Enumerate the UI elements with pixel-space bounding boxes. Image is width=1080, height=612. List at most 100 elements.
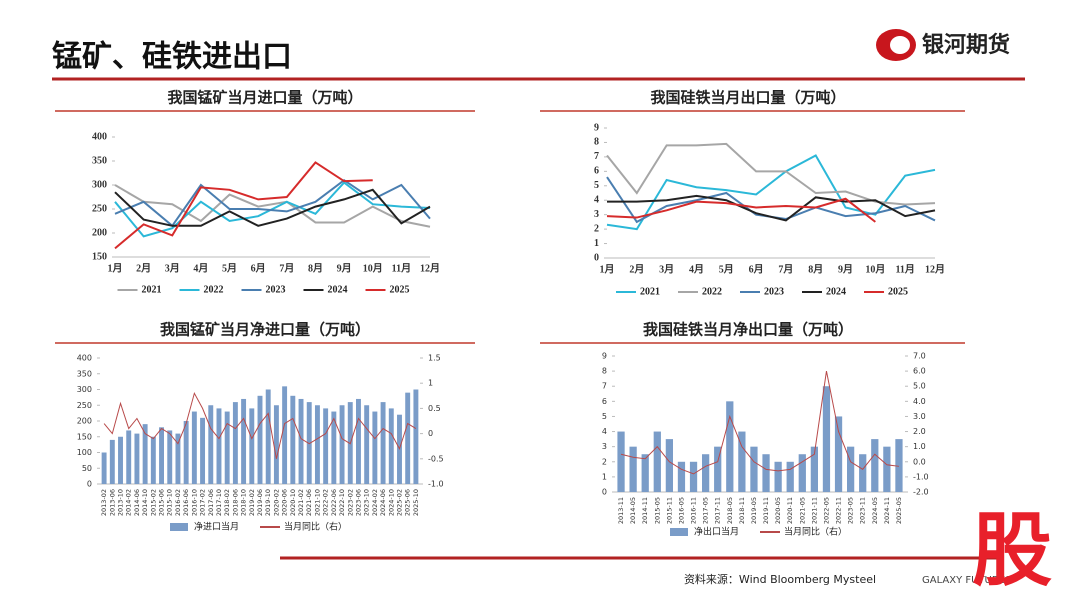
x-tick-label: 2014-11 — [641, 497, 649, 524]
bar — [134, 433, 140, 484]
x-tick-label: 2019-02 — [248, 489, 256, 516]
y2-tick-label: 2.0 — [913, 427, 926, 436]
bar — [883, 446, 891, 492]
y-tick-label: 1 — [602, 472, 607, 481]
bar — [109, 439, 115, 484]
x-tick-label: 2024-02 — [371, 489, 379, 516]
x-tick-label: 12月 — [420, 262, 440, 274]
bar — [314, 405, 320, 484]
x-tick-label: 2023-06 — [354, 489, 362, 516]
legend-label: 2025 — [888, 286, 908, 297]
x-tick-label: 2020-10 — [289, 489, 297, 516]
bar — [774, 461, 782, 492]
y-tick-label: 350 — [77, 369, 92, 378]
y-tick-label: 7 — [602, 382, 607, 391]
line — [114, 188, 431, 227]
bar — [388, 408, 394, 484]
bar — [331, 411, 337, 484]
bar — [822, 386, 831, 492]
x-tick-label: 5月 — [719, 263, 734, 275]
x-tick-label: 10月 — [865, 263, 885, 275]
y-tick-label: 6 — [602, 397, 607, 406]
x-tick-label: 11月 — [895, 263, 914, 275]
y2-tick-label: 1 — [428, 379, 433, 388]
bar — [750, 446, 758, 492]
x-tick-label: 2025-06 — [404, 489, 412, 516]
x-tick-label: 2018-06 — [231, 489, 239, 516]
legend-label: 2021 — [640, 286, 660, 297]
x-tick-label: 2021-10 — [313, 489, 321, 516]
bar — [738, 431, 746, 492]
y-tick-label: 400 — [77, 354, 92, 363]
x-tick-label: 6月 — [749, 263, 764, 275]
bar — [273, 405, 279, 484]
legend-swatch — [670, 528, 688, 536]
y-tick-label: 9 — [602, 352, 607, 361]
bar — [653, 431, 661, 492]
x-tick-label: 2014-05 — [629, 497, 637, 524]
x-tick-label: 2023-10 — [363, 489, 371, 516]
y-tick-label: 2 — [594, 223, 599, 234]
line — [607, 194, 936, 222]
bar — [871, 439, 879, 492]
x-tick-label: 2021-02 — [297, 489, 305, 516]
bar — [714, 446, 722, 492]
x-tick-label: 2017-11 — [714, 497, 722, 524]
line — [103, 391, 417, 459]
y-tick-label: 300 — [92, 179, 107, 190]
x-tick-label: 2024-05 — [871, 497, 879, 524]
x-tick-label: 2023-11 — [859, 497, 867, 524]
bar — [641, 454, 649, 492]
bar — [677, 461, 686, 492]
y2-tick-label: 7.0 — [913, 352, 926, 361]
bar — [364, 405, 370, 484]
y2-tick-label: 4.0 — [913, 397, 926, 406]
bar — [413, 389, 419, 484]
x-tick-label: 2018-10 — [240, 489, 248, 516]
chart-title: 我国锰矿当月进口量（万吨） — [167, 89, 362, 107]
x-tick-label: 2025-02 — [395, 489, 403, 516]
x-tick-label: 4月 — [689, 263, 704, 275]
line — [620, 371, 900, 475]
x-tick-label: 4月 — [193, 262, 208, 274]
y-tick-label: 0 — [602, 488, 607, 497]
bar — [216, 408, 222, 484]
y-tick-label: 8 — [602, 367, 607, 376]
x-tick-label: 2017-05 — [702, 497, 710, 524]
line — [606, 197, 876, 223]
x-tick-label: 3月 — [165, 262, 180, 274]
bar — [702, 454, 710, 492]
legend-label: 2023 — [266, 284, 286, 295]
bar — [118, 436, 123, 484]
bar — [224, 411, 230, 484]
legend-label: 2022 — [702, 286, 722, 297]
logo-mark-inner — [890, 36, 910, 54]
x-tick-label: 2015-10 — [166, 489, 174, 516]
x-tick-label: 2021-06 — [305, 489, 313, 516]
bar — [798, 454, 806, 492]
bar — [142, 424, 148, 484]
watermark: 股 — [972, 504, 1052, 597]
bar — [265, 389, 271, 484]
y2-tick-label: 1.0 — [913, 442, 926, 451]
line — [114, 161, 373, 250]
bar — [762, 454, 770, 492]
x-tick-label: 9月 — [838, 263, 853, 275]
y-tick-label: 3 — [602, 442, 607, 451]
x-tick-label: 2024-06 — [379, 489, 387, 516]
x-tick-label: 2015-06 — [158, 489, 166, 516]
y-tick-label: 400 — [92, 131, 107, 142]
x-tick-label: 2022-02 — [322, 489, 330, 516]
y-tick-label: 1 — [594, 238, 599, 249]
bar — [726, 401, 734, 492]
line — [114, 181, 431, 238]
legend-swatch — [170, 523, 188, 531]
x-tick-label: 3月 — [659, 263, 674, 275]
x-tick-label: 2016-06 — [182, 489, 190, 516]
y-tick-label: 5 — [602, 412, 607, 421]
y-tick-label: 4 — [602, 427, 607, 436]
y2-tick-label: 6.0 — [913, 367, 926, 376]
x-tick-label: 2020-02 — [272, 489, 280, 516]
y2-tick-label: 3.0 — [913, 412, 926, 421]
bar — [859, 454, 867, 492]
